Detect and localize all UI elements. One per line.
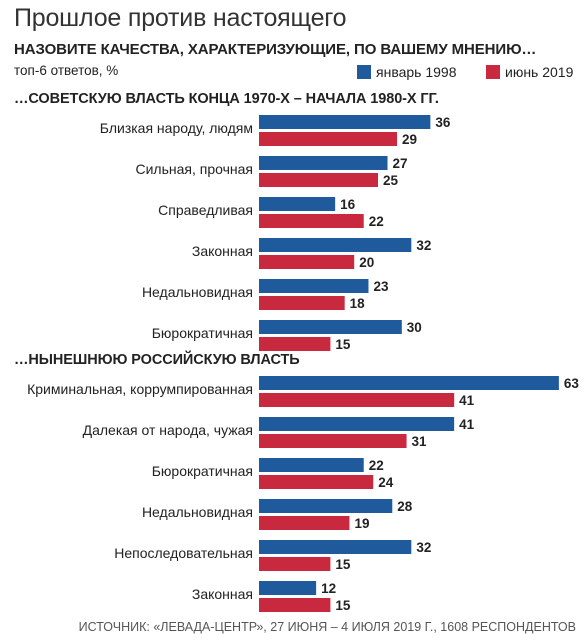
bar-0-0-2019 <box>259 132 398 146</box>
value-label-0-0-2019: 29 <box>402 132 417 147</box>
legend-item-2019: июнь 2019 <box>486 64 573 80</box>
value-label-1-2-1998: 22 <box>369 458 384 473</box>
bar-1-2-2019 <box>259 475 374 489</box>
chart-title: Прошлое против настоящего <box>14 4 347 32</box>
value-label-0-1-2019: 25 <box>383 173 399 188</box>
bar-0-2-2019 <box>259 214 364 228</box>
category-label-0-0: Близкая народу, людям <box>100 120 253 136</box>
source-note: ИСТОЧНИК: «ЛЕВАДА-ЦЕНТР», 27 ИЮНЯ – 4 ИЮ… <box>78 620 576 634</box>
value-label-1-4-1998: 32 <box>416 540 431 555</box>
category-label-1-1: Далекая от народа, чужая <box>83 422 253 438</box>
bar-1-3-1998 <box>259 499 393 513</box>
value-label-1-3-1998: 28 <box>397 499 413 514</box>
value-label-0-1-1998: 27 <box>393 156 408 171</box>
value-label-0-3-2019: 20 <box>359 255 374 270</box>
legend-swatch-1998 <box>357 65 371 79</box>
bar-1-4-2019 <box>259 557 331 571</box>
value-label-0-5-1998: 30 <box>407 320 422 335</box>
bar-0-2-1998 <box>259 197 336 211</box>
value-label-1-0-1998: 63 <box>564 376 580 391</box>
value-label-0-2-2019: 22 <box>369 214 384 229</box>
value-label-0-4-2019: 18 <box>350 296 366 311</box>
value-label-0-5-2019: 15 <box>335 337 351 352</box>
legend-item-1998: январь 1998 <box>357 64 457 80</box>
bar-0-5-2019 <box>259 337 331 351</box>
value-label-1-2-2019: 24 <box>378 475 394 490</box>
bar-0-3-1998 <box>259 238 412 252</box>
value-label-1-1-2019: 31 <box>412 434 428 449</box>
legend-label-2019: июнь 2019 <box>505 64 574 80</box>
bar-1-3-2019 <box>259 516 350 530</box>
bar-0-4-1998 <box>259 279 369 293</box>
bar-0-1-2019 <box>259 173 378 187</box>
category-label-1-2: Бюрократичная <box>152 463 253 479</box>
category-label-0-2: Справедливая <box>158 202 253 218</box>
bar-1-2-1998 <box>259 458 364 472</box>
question-text: НАЗОВИТЕ КАЧЕСТВА, ХАРАКТЕРИЗУЮЩИЕ, ПО В… <box>14 41 537 58</box>
category-label-1-4: Непоследовательная <box>114 545 253 561</box>
value-label-1-0-2019: 41 <box>459 393 475 408</box>
value-label-0-3-1998: 32 <box>416 238 431 253</box>
category-label-1-0: Криминальная, коррумпированная <box>27 381 253 397</box>
section-title-current: …НЫНЕШНЮЮ РОССИЙСКУЮ ВЛАСТЬ <box>14 352 300 368</box>
value-label-1-1-1998: 41 <box>459 417 475 432</box>
value-label-0-2-1998: 16 <box>340 197 356 212</box>
bar-1-1-2019 <box>259 434 407 448</box>
bar-0-5-1998 <box>259 320 402 334</box>
bar-0-0-1998 <box>259 115 431 129</box>
bar-1-0-1998 <box>259 376 559 390</box>
chart-subtitle: топ-6 ответов, % <box>14 63 119 78</box>
category-label-0-1: Сильная, прочная <box>135 161 253 177</box>
category-label-1-5: Законная <box>192 586 253 602</box>
value-label-1-3-2019: 19 <box>354 516 369 531</box>
value-label-1-5-2019: 15 <box>335 598 351 613</box>
value-label-1-4-2019: 15 <box>335 557 351 572</box>
value-label-1-5-1998: 12 <box>321 581 336 596</box>
bar-1-4-1998 <box>259 540 412 554</box>
section-title-soviet: …СОВЕТСКУЮ ВЛАСТЬ КОНЦА 1970-Х – НАЧАЛА … <box>14 91 439 107</box>
category-label-0-5: Бюрократичная <box>152 325 253 341</box>
bar-0-3-2019 <box>259 255 355 269</box>
bar-1-5-1998 <box>259 581 317 595</box>
legend-label-1998: январь 1998 <box>376 64 457 80</box>
bar-0-1-1998 <box>259 156 388 170</box>
value-label-0-4-1998: 23 <box>373 279 389 294</box>
legend-swatch-2019 <box>486 65 500 79</box>
bar-0-4-2019 <box>259 296 345 310</box>
bar-1-0-2019 <box>259 393 455 407</box>
category-label-0-4: Недальновидная <box>142 284 253 300</box>
bar-1-5-2019 <box>259 598 331 612</box>
value-label-0-0-1998: 36 <box>435 115 451 130</box>
category-label-1-3: Недальновидная <box>142 504 253 520</box>
category-label-0-3: Законная <box>192 243 253 259</box>
bar-1-1-1998 <box>259 417 455 431</box>
